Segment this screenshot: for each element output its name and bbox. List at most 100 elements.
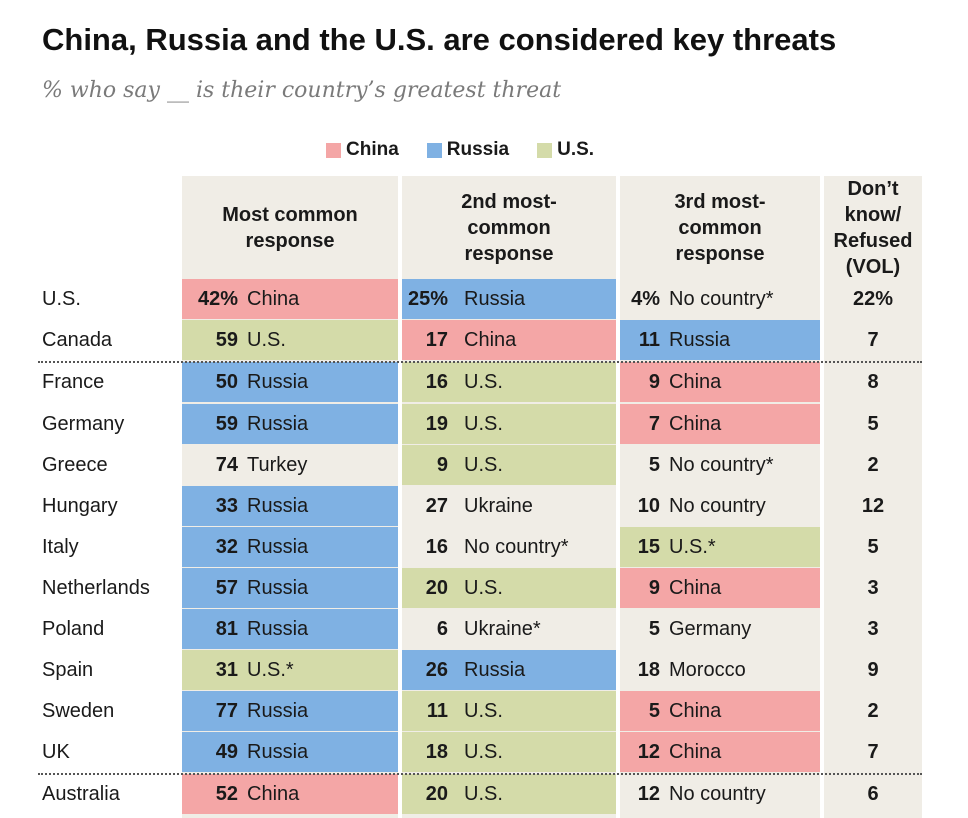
response-cell-second: 18 U.S. <box>402 732 616 772</box>
response-country: U.S. <box>464 413 503 435</box>
chart-subtitle: % who say __ is their country’s greatest… <box>42 78 562 103</box>
dont-know-value: 22% <box>852 288 894 310</box>
table-row: Poland 81 Russia 6 Ukraine* 5 Germany 3 <box>0 609 968 649</box>
response-value: 19 <box>425 413 448 435</box>
response-value: 20 <box>425 783 448 805</box>
response-value: 16 <box>425 371 448 393</box>
table-row: U.S. 42% China 25% Russia 4% No country* 22% <box>0 279 968 319</box>
response-value: 12 <box>637 783 660 805</box>
response-country: Russia <box>247 495 309 517</box>
country-label: UK <box>42 741 70 763</box>
response-country: No country <box>669 783 766 805</box>
dont-know-value: 6 <box>867 783 879 805</box>
response-value: 25% <box>407 288 448 310</box>
response-value: 59 <box>215 413 238 435</box>
response-country: Ukraine* <box>464 618 541 640</box>
response-country: China <box>669 741 722 763</box>
column-bg-dk <box>824 176 922 818</box>
response-country: Russia <box>247 741 309 763</box>
country-label: France <box>42 371 105 393</box>
legend-item-us: U.S. <box>537 139 594 161</box>
response-value: 9 <box>648 371 660 393</box>
response-country: U.S. <box>464 741 503 763</box>
response-cell-second: 20 U.S. <box>402 568 616 608</box>
response-value: 74 <box>215 454 238 476</box>
response-country: Russia <box>247 700 309 722</box>
response-cell-first: 50 Russia <box>182 362 398 402</box>
response-value: 26 <box>425 659 448 681</box>
header-most-common: Most common response <box>222 204 358 252</box>
response-country: No country* <box>669 288 774 310</box>
table-row: Greece 74 Turkey 9 U.S. 5 No country* 2 <box>0 445 968 485</box>
response-cell-second: 17 China <box>402 320 616 360</box>
dont-know-value: 5 <box>867 536 879 558</box>
response-value: 18 <box>425 741 448 763</box>
response-cell-second: 19 U.S. <box>402 404 616 444</box>
response-value: 6 <box>436 618 448 640</box>
response-value: 52 <box>215 783 238 805</box>
response-value: 7 <box>648 413 660 435</box>
response-value: 27 <box>425 495 448 517</box>
response-cell-third: 12 China <box>620 732 820 772</box>
dont-know-value: 7 <box>867 741 879 763</box>
response-cell-third: 5 No country* <box>620 445 820 485</box>
response-cell-first: 32 Russia <box>182 527 398 567</box>
response-country: Russia <box>669 329 731 351</box>
response-country: Germany <box>669 618 752 640</box>
response-value: 18 <box>637 659 660 681</box>
group-divider <box>38 361 922 363</box>
table-row: Canada 59 U.S. 17 China 11 Russia 7 <box>0 320 968 360</box>
response-cell-second: 26 Russia <box>402 650 616 690</box>
response-country: Russia <box>247 371 309 393</box>
response-value: 5 <box>648 618 660 640</box>
dont-know-value: 5 <box>867 413 879 435</box>
legend-swatch-us <box>537 142 553 158</box>
response-value: 50 <box>215 371 238 393</box>
country-label: Hungary <box>42 495 118 517</box>
table-row: Italy 32 Russia 16 No country* 15 U.S.* 5 <box>0 527 968 567</box>
response-country: Ukraine <box>464 495 533 517</box>
response-cell-third: 9 China <box>620 568 820 608</box>
country-label: Canada <box>42 329 113 351</box>
response-country: China <box>247 783 300 805</box>
response-country: Russia <box>247 618 309 640</box>
response-cell-first: 59 Russia <box>182 404 398 444</box>
legend: China Russia U.S. <box>326 139 622 161</box>
response-value: 5 <box>648 700 660 722</box>
dont-know-value: 3 <box>867 577 879 599</box>
response-value: 77 <box>215 700 238 722</box>
response-value: 10 <box>637 495 660 517</box>
response-value: 31 <box>215 659 238 681</box>
response-cell-third: 12 No country <box>620 774 820 814</box>
table-row: Netherlands 57 Russia 20 U.S. 9 China 3 <box>0 568 968 608</box>
dont-know-value: 12 <box>861 495 885 517</box>
response-country: U.S. <box>464 371 503 393</box>
response-country: Russia <box>464 659 526 681</box>
response-value: 11 <box>426 700 448 722</box>
response-country: U.S. <box>464 577 503 599</box>
response-cell-third: 11 Russia <box>620 320 820 360</box>
response-cell-second: 11 U.S. <box>402 691 616 731</box>
response-cell-first: 81 Russia <box>182 609 398 649</box>
dont-know-value: 3 <box>867 618 879 640</box>
response-value: 9 <box>648 577 660 599</box>
country-label: Poland <box>42 618 105 640</box>
table-row: Australia 52 China 20 U.S. 12 No country 6 <box>0 774 968 814</box>
response-country: Morocco <box>669 659 746 681</box>
country-label: Italy <box>42 536 79 558</box>
table-row: Spain 31 U.S.* 26 Russia 18 Morocco 9 <box>0 650 968 690</box>
table-row: France 50 Russia 16 U.S. 9 China 8 <box>0 362 968 402</box>
legend-label-us: U.S. <box>557 139 595 160</box>
chart-title: China, Russia and the U.S. are considere… <box>42 22 837 57</box>
response-country: U.S.* <box>247 659 294 681</box>
response-cell-third: 7 China <box>620 404 820 444</box>
response-country: Russia <box>247 577 309 599</box>
response-country: U.S. <box>464 783 503 805</box>
response-country: No country <box>669 495 766 517</box>
legend-label-russia: Russia <box>446 139 510 160</box>
legend-item-russia: Russia <box>426 139 510 161</box>
response-cell-third: 5 China <box>620 691 820 731</box>
response-cell-third: 5 Germany <box>620 609 820 649</box>
table-row: Hungary 33 Russia 27 Ukraine 10 No country 12 <box>0 486 968 526</box>
response-cell-second: 27 Ukraine <box>402 486 616 526</box>
